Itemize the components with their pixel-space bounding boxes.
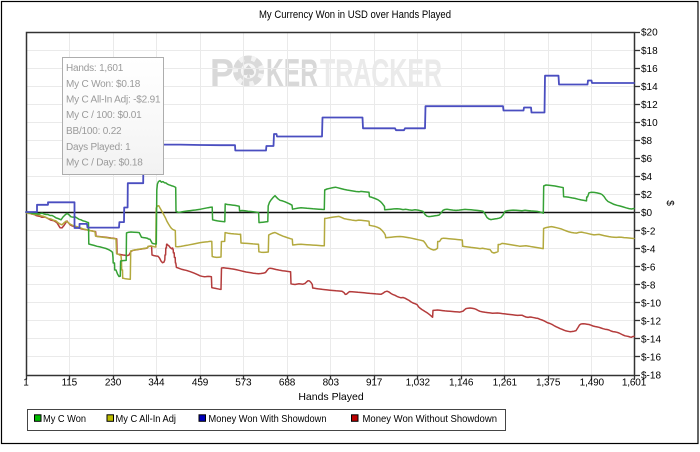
svg-text:My C / Day: $0.18: My C / Day: $0.18 — [66, 158, 143, 169]
svg-text:$-4: $-4 — [641, 244, 656, 255]
svg-text:My C / 100: $0.01: My C / 100: $0.01 — [66, 110, 142, 121]
svg-text:1,261: 1,261 — [493, 378, 518, 389]
svg-text:1: 1 — [23, 378, 29, 389]
svg-text:Days Played: 1: Days Played: 1 — [66, 142, 131, 153]
svg-text:459: 459 — [192, 378, 209, 389]
svg-text:344: 344 — [148, 378, 165, 389]
svg-text:$-10: $-10 — [641, 298, 661, 309]
svg-text:Hands Played: Hands Played — [298, 391, 364, 403]
svg-text:KER: KER — [266, 52, 318, 95]
svg-text:My C Won: $0.18: My C Won: $0.18 — [66, 79, 141, 90]
svg-text:1,146: 1,146 — [449, 378, 474, 389]
svg-text:$-12: $-12 — [641, 317, 661, 328]
svg-text:115: 115 — [62, 378, 78, 389]
svg-text:$10: $10 — [641, 118, 658, 129]
svg-text:$-18: $-18 — [641, 371, 661, 382]
svg-text:573: 573 — [235, 378, 252, 389]
svg-text:$16: $16 — [641, 64, 658, 75]
svg-text:$18: $18 — [641, 46, 658, 57]
svg-text:$: $ — [664, 200, 675, 206]
svg-text:688: 688 — [279, 378, 296, 389]
svg-text:Money Won With Showdown: Money Won With Showdown — [209, 414, 327, 425]
svg-text:BB/100: 0.22: BB/100: 0.22 — [66, 126, 122, 137]
svg-text:$4: $4 — [641, 172, 653, 183]
svg-text:$0: $0 — [641, 208, 653, 219]
svg-text:My C All-In Adj: My C All-In Adj — [116, 414, 177, 425]
svg-text:$6: $6 — [641, 154, 653, 165]
svg-text:Hands: 1,601: Hands: 1,601 — [66, 63, 124, 74]
svg-text:1,601: 1,601 — [622, 378, 647, 389]
svg-text:$-16: $-16 — [641, 353, 661, 364]
svg-text:1,375: 1,375 — [536, 378, 561, 389]
svg-text:$-8: $-8 — [641, 280, 656, 291]
svg-text:917: 917 — [366, 378, 383, 389]
svg-text:$14: $14 — [641, 82, 658, 93]
svg-text:$8: $8 — [641, 136, 653, 147]
svg-text:My C Won: My C Won — [43, 414, 86, 425]
svg-text:Money Won Without Showdown: Money Won Without Showdown — [363, 414, 498, 425]
svg-text:$-2: $-2 — [641, 226, 656, 237]
svg-text:$-14: $-14 — [641, 335, 661, 346]
svg-text:P: P — [210, 52, 234, 95]
svg-text:$-6: $-6 — [641, 262, 656, 273]
svg-text:803: 803 — [323, 378, 340, 389]
svg-text:1,490: 1,490 — [580, 378, 605, 389]
svg-text:$2: $2 — [641, 190, 653, 201]
svg-text:My C All-In Adj: -$2.91: My C All-In Adj: -$2.91 — [66, 95, 161, 106]
svg-text:My Currency Won in USD over Ha: My Currency Won in USD over Hands Played — [259, 9, 451, 21]
svg-text:$20: $20 — [641, 28, 658, 39]
svg-text:1,032: 1,032 — [406, 378, 431, 389]
svg-text:$12: $12 — [641, 100, 658, 111]
svg-text:230: 230 — [105, 378, 122, 389]
svg-text:TRACKER: TRACKER — [320, 52, 442, 95]
